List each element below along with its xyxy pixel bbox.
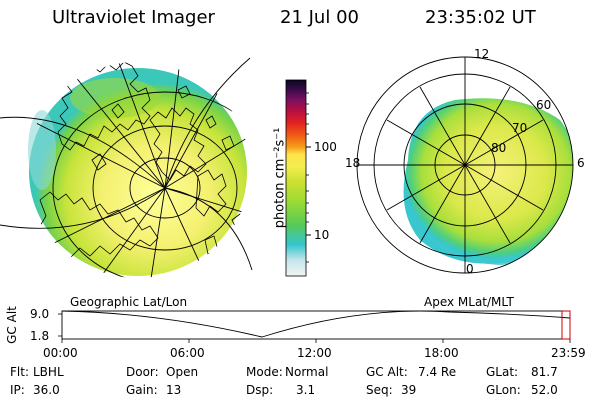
observation-date: 21 Jul 00	[280, 7, 359, 28]
dsp-label: Dsp:	[246, 383, 274, 397]
instrument-title: Ultraviolet Imager	[52, 7, 215, 28]
timeline-y-tick-min: 1.8	[30, 329, 50, 343]
gc-alt-label: GC Alt:	[366, 365, 408, 379]
glat-label: GLat:	[486, 365, 519, 379]
gain-value: 13	[166, 383, 182, 397]
colorbar-scale	[285, 79, 307, 277]
geographic-grid	[26, 62, 250, 278]
colorbar-label-100: 100	[314, 140, 337, 154]
ip-label: IP:	[10, 383, 25, 397]
glat-value: 81.7	[531, 365, 558, 379]
current-time-marker	[561, 310, 571, 340]
geographic-grid-outer	[0, 57, 253, 271]
ip-value: 36.0	[33, 383, 60, 397]
filter-value: LBHL	[33, 365, 64, 379]
timeline-x-tick-1800: 18:00	[424, 346, 459, 360]
timeline-x-tick-0000: 00:00	[43, 346, 78, 360]
mlat-label-60: 60	[536, 98, 552, 112]
timeline-ticks	[58, 313, 571, 343]
gain-label: Gain:	[126, 383, 158, 397]
timeline-x-tick-1200: 12:00	[297, 346, 332, 360]
mlt-label-0: 0	[466, 262, 474, 276]
gc-alt-value: 7.4 Re	[418, 365, 457, 379]
door-value: Open	[166, 365, 199, 379]
apex-caption: Apex MLat/MLT	[424, 295, 514, 309]
dsp-value: 3.1	[296, 383, 316, 397]
geographic-image	[0, 57, 253, 278]
timeline-x-tick-2359: 23:59	[551, 346, 586, 360]
seq-label: Seq:	[366, 383, 393, 397]
apex-grid	[356, 56, 574, 274]
apex-image	[356, 56, 574, 274]
timeline-panel	[58, 310, 571, 343]
geographic-caption: Geographic Lat/Lon	[70, 295, 188, 309]
seq-value: 39	[401, 383, 417, 397]
glon-value: 52.0	[531, 383, 558, 397]
glon-label: GLon:	[486, 383, 521, 397]
orbit-altitude-curve	[61, 310, 571, 338]
timeline-x-tick-0600: 06:00	[170, 346, 205, 360]
mlat-label-70: 70	[512, 121, 528, 135]
mlat-label-80: 80	[491, 141, 507, 155]
colorbar	[285, 79, 311, 277]
mlt-label-18: 18	[345, 156, 361, 170]
mlt-label-12: 12	[474, 47, 490, 61]
colorbar-label-10: 10	[314, 228, 330, 242]
timeline-y-label: GC Alt	[5, 306, 19, 344]
timeline-frame	[61, 310, 571, 340]
mode-label: Mode:	[246, 365, 283, 379]
filter-label: Flt:	[10, 365, 29, 379]
mode-value: Normal	[285, 365, 329, 379]
geographic-dim-region	[70, 78, 160, 118]
colorbar-unit-label: photon cm⁻²s⁻¹	[272, 127, 288, 229]
timeline-y-tick-max: 9.0	[30, 307, 50, 321]
observation-time: 23:35:02 UT	[425, 7, 536, 28]
door-label: Door:	[126, 365, 159, 379]
mlt-label-6: 6	[577, 156, 585, 170]
colorbar-minor-ticks	[306, 92, 309, 263]
